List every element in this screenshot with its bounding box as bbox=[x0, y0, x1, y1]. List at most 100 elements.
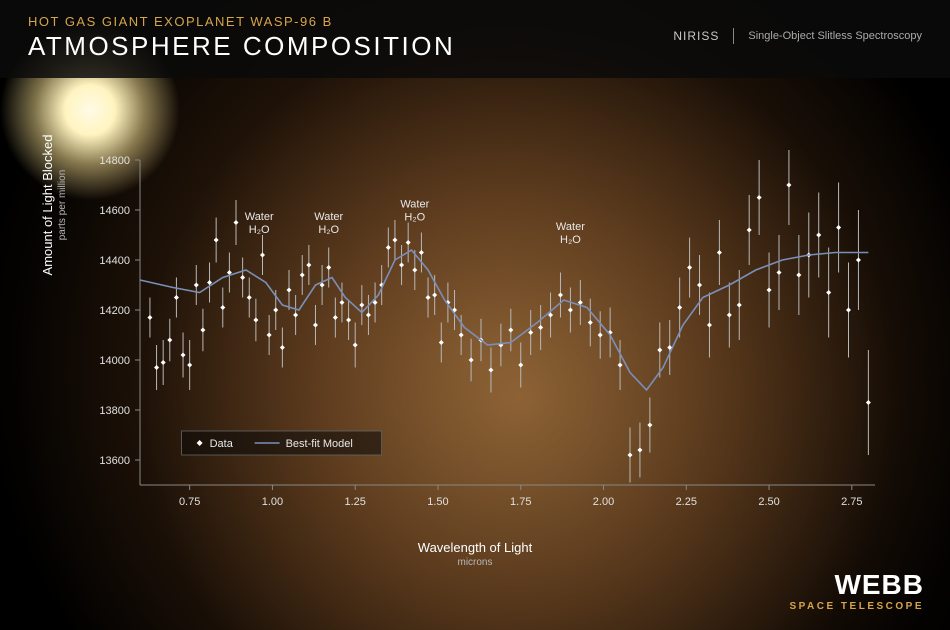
data-marker bbox=[707, 323, 712, 328]
data-marker bbox=[234, 220, 239, 225]
y-tick-label: 14400 bbox=[99, 255, 130, 267]
data-marker bbox=[326, 265, 331, 270]
x-tick-label: 1.50 bbox=[427, 496, 448, 508]
data-marker bbox=[737, 303, 742, 308]
y-axis-label-main: Amount of Light Blocked bbox=[40, 80, 55, 330]
data-marker bbox=[181, 353, 186, 358]
x-tick-label: 1.00 bbox=[262, 496, 283, 508]
webb-logo: WEBB SPACE TELESCOPE bbox=[789, 571, 924, 612]
y-tick-label: 14000 bbox=[99, 355, 130, 367]
y-tick-label: 13800 bbox=[99, 405, 130, 417]
logo-tagline: SPACE TELESCOPE bbox=[789, 601, 924, 612]
header-subtitle: HOT GAS GIANT EXOPLANET WASP-96 b bbox=[28, 14, 455, 29]
data-marker bbox=[657, 348, 662, 353]
data-marker bbox=[647, 423, 652, 428]
data-marker bbox=[273, 308, 278, 313]
data-marker bbox=[174, 295, 179, 300]
x-tick-label: 2.25 bbox=[676, 496, 697, 508]
water-annotation: Water bbox=[556, 221, 585, 233]
x-axis-label-main: Wavelength of Light bbox=[0, 540, 950, 555]
data-marker bbox=[167, 338, 172, 343]
data-marker bbox=[353, 343, 358, 348]
y-tick-label: 14200 bbox=[99, 305, 130, 317]
data-marker bbox=[247, 295, 252, 300]
data-marker bbox=[727, 313, 732, 318]
data-marker bbox=[161, 360, 166, 365]
data-marker bbox=[767, 288, 772, 293]
water-annotation: Water bbox=[245, 211, 274, 223]
data-marker bbox=[488, 368, 493, 373]
data-marker bbox=[846, 308, 851, 313]
data-marker bbox=[267, 333, 272, 338]
data-marker bbox=[856, 258, 861, 263]
data-marker bbox=[518, 363, 523, 368]
water-annotation: Water bbox=[400, 199, 429, 211]
data-marker bbox=[240, 275, 245, 280]
data-marker bbox=[399, 263, 404, 268]
x-tick-label: 2.75 bbox=[841, 496, 862, 508]
data-marker bbox=[386, 245, 391, 250]
data-marker bbox=[366, 313, 371, 318]
data-marker bbox=[677, 305, 682, 310]
y-tick-label: 13600 bbox=[99, 455, 130, 467]
data-marker bbox=[306, 263, 311, 268]
water-annotation-sub: H₂O bbox=[249, 224, 270, 236]
data-marker bbox=[508, 328, 513, 333]
x-tick-label: 1.25 bbox=[344, 496, 365, 508]
data-marker bbox=[598, 333, 603, 338]
data-marker bbox=[776, 270, 781, 275]
y-tick-label: 14800 bbox=[99, 155, 130, 167]
data-marker bbox=[154, 365, 159, 370]
data-marker bbox=[214, 238, 219, 243]
model-line bbox=[140, 250, 868, 390]
data-marker bbox=[697, 283, 702, 288]
data-marker bbox=[187, 363, 192, 368]
water-annotation-sub: H₂O bbox=[404, 212, 425, 224]
water-annotation: Water bbox=[314, 211, 343, 223]
data-marker bbox=[200, 328, 205, 333]
data-marker bbox=[313, 323, 318, 328]
data-marker bbox=[280, 345, 285, 350]
data-marker bbox=[459, 333, 464, 338]
header-title: ATMOSPHERE COMPOSITION bbox=[28, 31, 455, 62]
data-marker bbox=[786, 183, 791, 188]
y-tick-label: 14600 bbox=[99, 205, 130, 217]
data-marker bbox=[406, 240, 411, 245]
data-marker bbox=[220, 305, 225, 310]
data-marker bbox=[687, 265, 692, 270]
x-axis-label: Wavelength of Light microns bbox=[0, 540, 950, 568]
data-marker bbox=[628, 453, 633, 458]
spectrum-chart: 136001380014000142001440014600148000.751… bbox=[85, 150, 885, 520]
logo-name: WEBB bbox=[789, 571, 924, 599]
data-marker bbox=[757, 195, 762, 200]
x-tick-label: 2.50 bbox=[758, 496, 779, 508]
data-marker bbox=[412, 268, 417, 273]
data-marker bbox=[469, 358, 474, 363]
header-bar: HOT GAS GIANT EXOPLANET WASP-96 b ATMOSP… bbox=[0, 0, 950, 78]
y-axis-label-sub: parts per million bbox=[57, 80, 68, 330]
y-axis-label: Amount of Light Blocked parts per millio… bbox=[40, 80, 68, 330]
instrument-label: NIRISS bbox=[673, 29, 719, 43]
data-marker bbox=[618, 363, 623, 368]
chart-svg: 136001380014000142001440014600148000.751… bbox=[85, 150, 885, 520]
data-marker bbox=[836, 225, 841, 230]
data-marker bbox=[826, 290, 831, 295]
data-marker bbox=[439, 340, 444, 345]
data-marker bbox=[747, 228, 752, 233]
data-marker bbox=[286, 288, 291, 293]
data-marker bbox=[637, 448, 642, 453]
data-marker bbox=[568, 308, 573, 313]
data-marker bbox=[419, 250, 424, 255]
data-marker bbox=[432, 293, 437, 298]
x-tick-label: 1.75 bbox=[510, 496, 531, 508]
data-marker bbox=[558, 293, 563, 298]
data-marker bbox=[333, 315, 338, 320]
data-marker bbox=[528, 330, 533, 335]
data-marker bbox=[866, 400, 871, 405]
water-annotation-sub: H₂O bbox=[318, 224, 339, 236]
data-marker bbox=[300, 273, 305, 278]
header-divider bbox=[733, 28, 734, 44]
water-annotation-sub: H₂O bbox=[560, 234, 581, 246]
data-marker bbox=[796, 273, 801, 278]
data-marker bbox=[426, 295, 431, 300]
